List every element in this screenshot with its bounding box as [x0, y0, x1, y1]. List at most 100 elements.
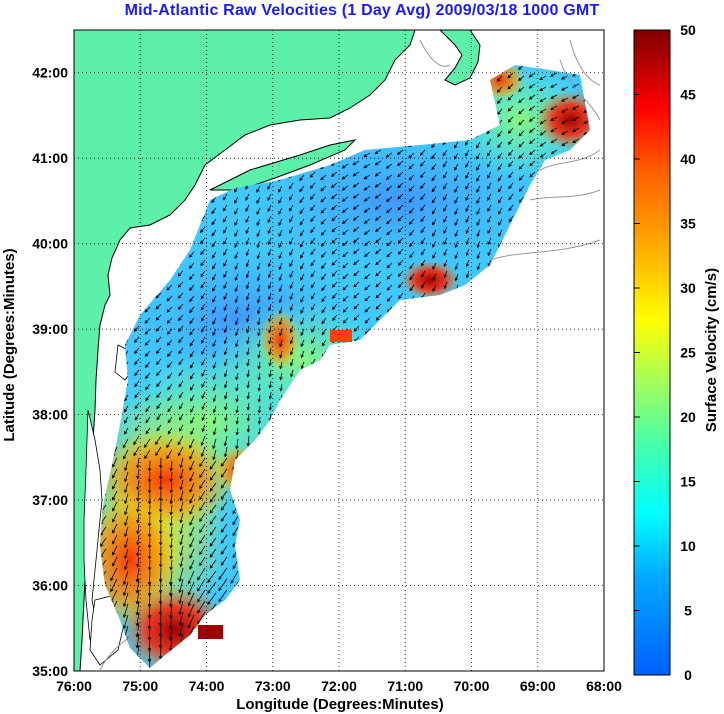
velocity-vector: [278, 185, 283, 193]
velocity-vector: [199, 501, 206, 512]
velocity-vector: [267, 182, 272, 190]
velocity-vector: [234, 207, 239, 215]
velocity-vector: [363, 152, 371, 158]
y-tick-label: 36:00: [32, 578, 68, 594]
velocity-vector: [289, 259, 294, 267]
x-tick-label: 74:00: [189, 678, 225, 694]
velocity-vector: [156, 402, 162, 410]
velocity-vector: [518, 141, 525, 148]
velocity-vector: [246, 325, 250, 334]
velocity-vector: [224, 380, 228, 389]
velocity-vector: [147, 647, 152, 663]
velocity-vector: [166, 306, 173, 313]
velocity-vector: [232, 559, 239, 570]
velocity-vector: [223, 226, 228, 234]
velocity-vector: [235, 361, 239, 370]
velocity-vector: [245, 281, 250, 290]
map-title: Mid-Atlantic Raw Velocities (1 Day Avg) …: [124, 2, 600, 19]
velocity-vector: [420, 259, 426, 267]
velocity-vector: [207, 570, 217, 583]
velocity-vector: [320, 174, 327, 181]
velocity-vector: [289, 248, 294, 256]
velocity-vector: [443, 193, 448, 201]
velocity-vector: [201, 325, 206, 333]
velocity-vector: [235, 394, 239, 403]
velocity-vector: [177, 281, 184, 288]
velocity-vector: [420, 248, 426, 256]
velocity-vector: [375, 237, 382, 244]
velocity-vector: [289, 314, 294, 323]
velocity-vector: [166, 438, 173, 449]
velocity-vector: [257, 350, 261, 359]
velocity-vector: [246, 424, 251, 433]
velocity-vector: [385, 174, 393, 180]
velocity-vector: [278, 251, 283, 260]
velocity-vector: [289, 336, 294, 345]
velocity-vector: [332, 314, 338, 322]
velocity-vector: [386, 218, 393, 225]
velocity-vector: [200, 270, 206, 278]
velocity-vector: [166, 284, 173, 291]
velocity-vector: [155, 303, 162, 310]
velocity-vector: [112, 457, 118, 468]
velocity-vector: [443, 226, 448, 234]
velocity-vector: [476, 218, 481, 227]
velocity-vector: [331, 248, 338, 255]
velocity-vector: [199, 468, 206, 479]
velocity-vector: [408, 218, 415, 225]
velocity-vector: [190, 383, 195, 391]
velocity-vector: [363, 207, 371, 213]
velocity-vector: [187, 603, 195, 618]
velocity-vector: [497, 185, 503, 193]
velocity-vector: [145, 361, 151, 368]
velocity-vector: [487, 171, 492, 179]
velocity-vector: [189, 361, 195, 369]
velocity-vector: [207, 581, 217, 594]
x-axis-ticks: 76:00 75:00 74:00 73:00 72:00 71:00 70:00 69:00…: [56, 678, 622, 694]
velocity-vector: [432, 218, 437, 226]
velocity-vector: [169, 670, 172, 684]
colorbar-tick-label: 25: [680, 345, 696, 361]
velocity-vector: [278, 328, 283, 337]
velocity-vector: [363, 163, 371, 169]
velocity-vector: [498, 207, 503, 215]
velocity-vector: [364, 306, 371, 313]
velocity-vector: [353, 314, 360, 321]
velocity-vector: [167, 372, 173, 380]
velocity-vector: [321, 339, 327, 347]
velocity-vector: [375, 281, 382, 288]
velocity-vector: [550, 149, 558, 155]
velocity-vector: [122, 592, 129, 608]
velocity-vector: [278, 229, 283, 238]
velocity-vector: [156, 358, 162, 365]
velocity-vector: [550, 138, 558, 144]
velocity-vector: [232, 526, 239, 537]
velocity-vector: [177, 270, 184, 277]
velocity-vector: [158, 468, 163, 480]
velocity-vector: [136, 501, 140, 513]
velocity-vector: [200, 259, 206, 267]
velocity-vector: [397, 160, 404, 167]
velocity-vector: [197, 578, 206, 592]
y-tick-label: 37:00: [32, 492, 68, 508]
velocity-vector: [421, 270, 426, 278]
velocity-vector: [397, 149, 404, 155]
velocity-vector: [518, 196, 525, 203]
velocity-vector: [156, 369, 162, 377]
velocity-vector: [289, 237, 294, 245]
velocity-vector: [443, 270, 448, 279]
velocity-vector: [267, 292, 272, 301]
velocity-vector: [122, 614, 129, 630]
velocity-vector: [364, 317, 371, 324]
velocity-vector: [211, 262, 217, 270]
velocity-vector: [124, 559, 129, 571]
velocity-vector: [245, 204, 250, 212]
velocity-vector: [224, 424, 228, 433]
velocity-vector: [201, 380, 206, 388]
velocity-vector: [561, 97, 569, 102]
velocity-vector: [133, 435, 140, 446]
velocity-vector: [289, 281, 294, 290]
velocity-vector: [223, 259, 228, 267]
velocity-vector: [374, 215, 382, 221]
velocity-vector: [234, 229, 239, 237]
